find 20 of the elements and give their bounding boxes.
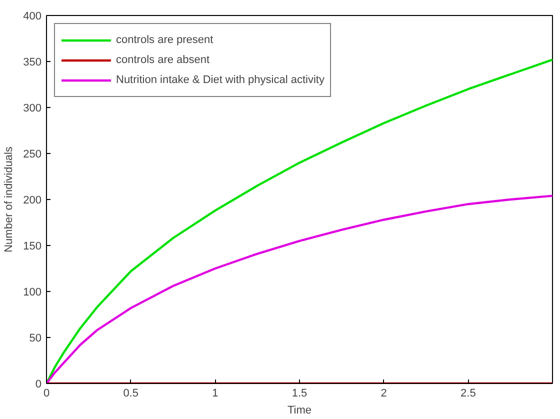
y-tick-label: 50 <box>29 332 42 344</box>
y-tick-label: 200 <box>23 194 42 206</box>
y-tick-label: 150 <box>23 240 42 252</box>
y-tick-label: 0 <box>35 378 42 390</box>
x-tick-label: 2.5 <box>460 388 476 400</box>
y-tick-label: 250 <box>23 148 42 160</box>
x-tick-label: 0.5 <box>123 388 138 400</box>
x-axis-title: Time <box>287 404 312 416</box>
x-tick-label: 1.5 <box>292 388 308 400</box>
y-tick-label: 400 <box>23 10 42 22</box>
x-tick-label: 1 <box>212 388 218 400</box>
legend-label: Nutrition intake & Diet with physical activity <box>116 73 324 87</box>
y-axis-title: Number of individuals <box>3 146 16 252</box>
legend-label: controls are present <box>116 33 214 47</box>
x-tick-label: 2 <box>380 388 387 400</box>
x-tick-label: 0 <box>43 388 50 400</box>
y-tick-label: 300 <box>23 102 42 114</box>
legend-label: controls are absent <box>116 53 210 67</box>
y-tick-label: 100 <box>23 286 42 298</box>
y-tick-label: 350 <box>23 56 42 68</box>
